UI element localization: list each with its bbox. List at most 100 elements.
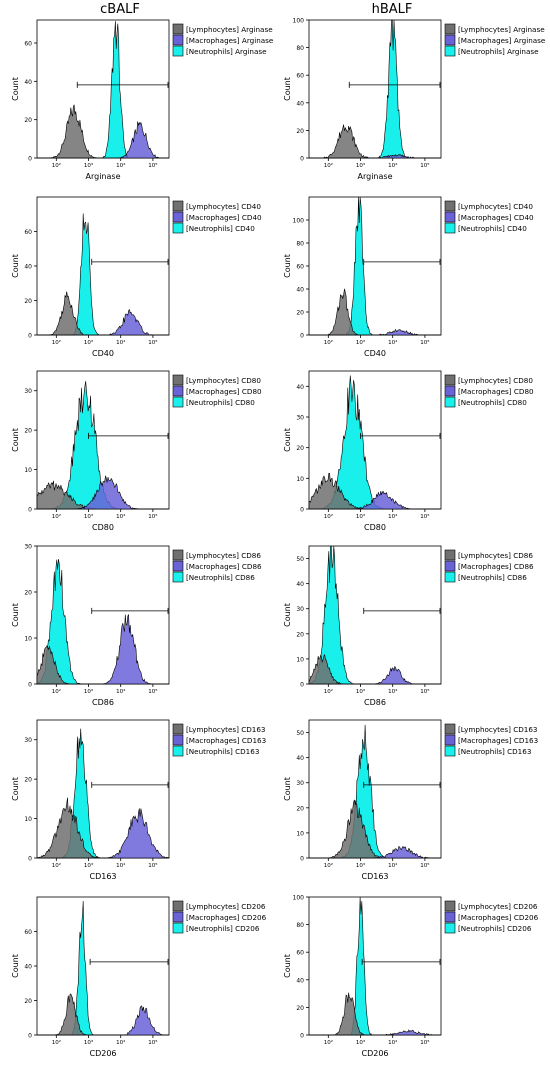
x-tick-label: 10⁵	[148, 862, 157, 869]
x-tick-label: 10²	[324, 513, 333, 520]
legend-swatch-neutrophils	[444, 222, 456, 234]
column-title-cbalf: cBALF	[100, 2, 140, 17]
legend-swatch-lymphocytes	[444, 723, 456, 735]
x-tick-label: 10⁵	[420, 513, 429, 520]
y-tick-label: 50	[296, 556, 304, 563]
x-tick-label: 10⁵	[148, 513, 157, 520]
series-macrophages-histogram	[309, 1029, 441, 1036]
histogram-hbalf-arginase: 0 20 40 60 80 100 10² 10³ 10⁴ 10⁵ Arginase Count [Ly…	[283, 18, 546, 182]
y-tick-label: 0	[28, 1033, 32, 1040]
legend-label-macrophages: [Macrophages] CD206	[458, 913, 539, 922]
y-tick-label: 60	[24, 229, 32, 236]
legend-label-macrophages: [Macrophages] CD206	[186, 913, 267, 922]
legend-swatch-neutrophils	[172, 396, 184, 408]
legend-swatch-lymphocytes	[172, 900, 184, 912]
plot-frame	[308, 19, 442, 159]
x-tick-label: 10⁵	[420, 1039, 429, 1046]
legend-label-neutrophils: [Neutrophils] CD40	[186, 224, 255, 233]
legend-swatch-macrophages	[172, 734, 184, 746]
y-tick-label: 20	[24, 777, 32, 784]
histogram-cbalf-cd80: 0 10 20 30 10² 10³ 10⁴ 10⁵ CD80 Count [Lymphocytes…	[11, 370, 262, 532]
x-tick-label: 10⁵	[420, 862, 429, 869]
x-tick-label: 10⁴	[116, 862, 126, 869]
x-tick-label: 10⁴	[116, 513, 126, 520]
legend-label-lymphocytes: [Lymphocytes] CD40	[186, 202, 261, 211]
legend-swatch-neutrophils	[444, 396, 456, 408]
legend-swatch-neutrophils	[172, 222, 184, 234]
series-macrophages-histogram	[37, 808, 170, 859]
y-axis-label: Count	[11, 954, 20, 978]
legend-label-neutrophils: [Neutrophils] Arginase	[186, 47, 267, 56]
y-tick-label: 20	[24, 298, 32, 305]
y-tick-label: 0	[28, 507, 32, 514]
legend-swatch-lymphocytes	[444, 200, 456, 212]
legend-swatch-macrophages	[444, 734, 456, 746]
x-tick-label: 10²	[52, 513, 61, 520]
x-tick-label: 10⁵	[148, 688, 157, 695]
legend-label-neutrophils: [Neutrophils] Arginase	[458, 47, 539, 56]
y-tick-label: 40	[296, 977, 304, 984]
y-axis-label: Count	[11, 603, 20, 627]
legend-swatch-neutrophils	[172, 571, 184, 583]
legend: [Lymphocytes] CD80 [Macrophages] CD80 [Neu…	[444, 374, 534, 408]
x-tick-label: 10³	[84, 688, 93, 695]
y-tick-label: 0	[300, 682, 304, 689]
legend-swatch-neutrophils	[172, 922, 184, 934]
legend: [Lymphocytes] Arginase [Macrophages] Argi…	[444, 23, 546, 57]
legend-label-macrophages: [Macrophages] CD40	[458, 213, 534, 222]
y-tick-label: 10	[296, 476, 304, 483]
legend-label-macrophages: [Macrophages] CD163	[458, 736, 538, 745]
legend: [Lymphocytes] CD80 [Macrophages] CD80 [Neu…	[172, 374, 262, 408]
x-tick-label: 10³	[84, 1039, 93, 1046]
x-tick-label: 10²	[52, 1039, 61, 1046]
x-tick-label: 10³	[356, 862, 365, 869]
legend-label-lymphocytes: [Lymphocytes] CD163	[186, 725, 265, 734]
y-tick-label: 20	[24, 428, 32, 435]
legend-label-lymphocytes: [Lymphocytes] CD163	[458, 725, 537, 734]
y-tick-label: 0	[28, 856, 32, 863]
legend-label-macrophages: [Macrophages] Arginase	[458, 36, 546, 45]
legend-swatch-lymphocytes	[444, 374, 456, 386]
x-tick-label: 10²	[52, 688, 61, 695]
legend-swatch-lymphocytes	[444, 900, 456, 912]
histogram-hbalf-cd206: 0 20 40 60 80 100 10² 10³ 10⁴ 10⁵ CD206 Count [Lymph…	[283, 895, 539, 1059]
y-tick-label: 40	[296, 755, 304, 762]
y-axis-label: Count	[11, 777, 20, 801]
series-macrophages-histogram	[37, 613, 169, 685]
y-tick-label: 60	[24, 929, 32, 936]
y-tick-label: 0	[300, 1033, 304, 1040]
legend: [Lymphocytes] Arginase [Macrophages] Argi…	[172, 23, 274, 57]
legend: [Lymphocytes] CD163 [Macrophages] CD163 [N…	[172, 723, 266, 757]
series-macrophages-histogram	[37, 308, 169, 336]
y-tick-label: 80	[296, 45, 304, 52]
x-tick-label: 10⁴	[116, 688, 126, 695]
x-axis-label: Arginase	[86, 172, 121, 181]
y-tick-label: 30	[24, 388, 32, 395]
x-tick-label: 10²	[52, 862, 61, 869]
y-tick-label: 0	[28, 156, 32, 163]
y-tick-label: 30	[296, 415, 304, 422]
legend-label-macrophages: [Macrophages] CD163	[186, 736, 266, 745]
legend-swatch-lymphocytes	[444, 23, 456, 35]
legend-label-macrophages: [Macrophages] CD40	[186, 213, 262, 222]
x-tick-label: 10²	[324, 1039, 333, 1046]
legend-swatch-neutrophils	[444, 571, 456, 583]
legend: [Lymphocytes] CD40 [Macrophages] CD40 [Neu…	[444, 200, 534, 234]
legend-label-neutrophils: [Neutrophils] CD80	[458, 398, 527, 407]
y-tick-label: 100	[293, 218, 305, 225]
histogram-hbalf-cd40: 0 20 40 60 80 100 10² 10³ 10⁴ 10⁵ CD40 Count [Lympho…	[283, 196, 534, 358]
y-tick-label: 100	[293, 18, 305, 25]
y-tick-label: 20	[24, 998, 32, 1005]
x-tick-label: 10⁴	[388, 862, 398, 869]
x-axis-label: CD86	[92, 698, 114, 707]
x-axis-label: CD163	[361, 872, 388, 881]
legend-swatch-macrophages	[444, 911, 456, 923]
legend-swatch-neutrophils	[444, 45, 456, 57]
y-tick-label: 10	[24, 816, 32, 823]
x-axis-label: CD206	[361, 1049, 388, 1058]
legend-swatch-macrophages	[444, 211, 456, 223]
histogram-hbalf-cd163: 0 10 20 30 40 50 10² 10³ 10⁴ 10⁵ CD163 Count [Lympho…	[283, 719, 538, 881]
y-tick-label: 20	[24, 117, 32, 124]
y-tick-label: 10	[296, 656, 304, 663]
legend: [Lymphocytes] CD206 [Macrophages] CD206 [N…	[444, 900, 539, 934]
